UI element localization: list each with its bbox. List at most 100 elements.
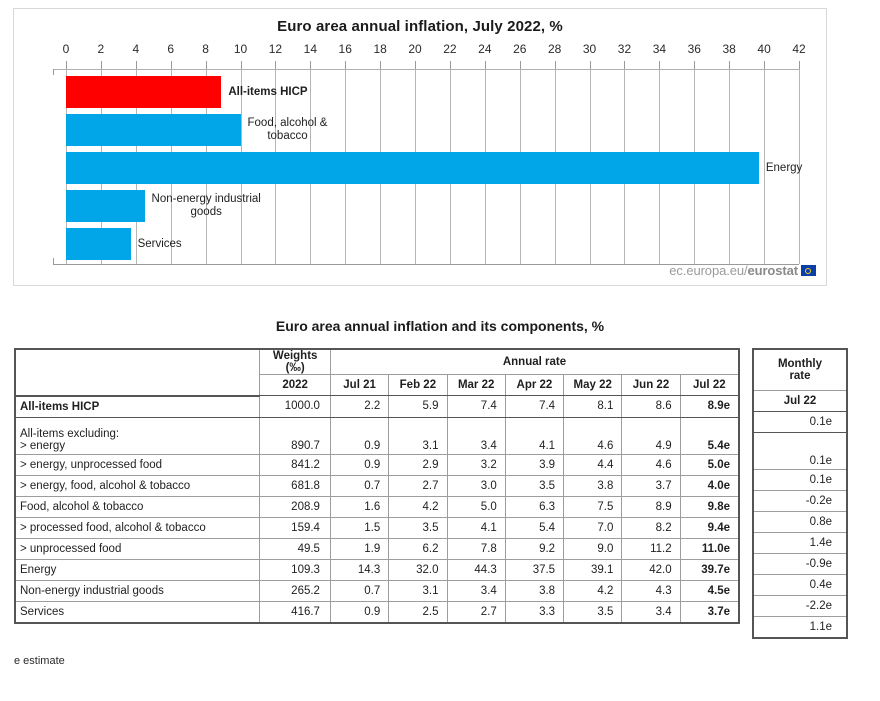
monthly-table-row: 0.4e [752, 574, 848, 596]
monthly-table-row: -0.2e [752, 490, 848, 512]
header-monthly-period: Jul 22 [752, 390, 848, 412]
table-row: > unprocessed food 49.5 1.9 6.2 7.8 9.2 9.0 11.… [14, 537, 740, 560]
axis-cap-bottom [53, 258, 54, 265]
chart-axis-bottom [53, 264, 799, 265]
chart-bar-label: Energy [765, 161, 803, 174]
row-label: Services [14, 600, 261, 623]
x-axis-tick-label: 40 [757, 42, 771, 56]
x-axis-tick-label: 18 [373, 42, 387, 56]
cell-monthly-rate: 1.1e [752, 616, 848, 639]
cell-annual-rate: 0.7 [329, 474, 390, 497]
cell-monthly-rate: -2.2e [752, 595, 848, 617]
cell-annual-rate: 4.1 [446, 516, 506, 539]
cell-annual-rate: 8.9 [621, 495, 681, 518]
cell-annual-rate: 3.4 [446, 416, 506, 455]
cell-annual-rate: 37.5 [504, 558, 565, 581]
x-axis-tick-mark [484, 61, 486, 70]
cell-annual-rate: 7.4 [504, 395, 565, 418]
monthly-header-row: Monthly rate [752, 348, 848, 391]
x-axis-tick-mark [310, 61, 312, 70]
cell-annual-rate: 4.6 [621, 453, 681, 476]
x-axis-tick-label: 8 [202, 42, 209, 56]
cell-annual-rate: 8.6 [621, 395, 681, 418]
cell-annual-rate: 5.0e [679, 453, 740, 476]
x-axis-tick-label: 2 [97, 42, 105, 56]
main-table-header: Weights (‰) Annual rate 2022 Jul 21 Feb … [14, 348, 740, 397]
cell-annual-rate: 4.9 [621, 416, 681, 455]
cell-annual-rate: 39.7e [679, 558, 740, 581]
table-row: > processed food, alcohol & tobacco 159.4… [14, 516, 740, 539]
x-axis-tick-label: 30 [582, 42, 597, 56]
cell-annual-rate: 9.0 [563, 537, 623, 560]
header-blank-cell [14, 348, 261, 397]
inflation-main-table: Weights (‰) Annual rate 2022 Jul 21 Feb … [14, 348, 740, 624]
row-label: Food, alcohol & tobacco [14, 495, 261, 518]
cell-monthly-rate: 0.4e [752, 574, 848, 596]
monthly-table-row: -2.2e [752, 595, 848, 617]
cell-monthly-rate: 0.1e [752, 469, 848, 491]
cell-monthly-rate: -0.9e [752, 553, 848, 575]
cell-annual-rate: 4.4 [563, 453, 623, 476]
monthly-rate-table: Monthly rate Jul 22 0.1e 0.1e 0.1e -0.2e 0.8… [752, 348, 848, 639]
header-annual-rate: Annual rate [329, 348, 740, 375]
cell-annual-rate: 3.3 [504, 600, 565, 623]
header-weights-year: 2022 [259, 374, 331, 396]
chart-bar [66, 76, 222, 108]
cell-annual-rate: 4.2 [563, 579, 623, 602]
x-axis-tick-label: 36 [687, 42, 701, 56]
cell-annual-rate: 4.0e [679, 474, 740, 497]
cell-annual-rate: 4.3 [621, 579, 681, 602]
cell-annual-rate: 2.7 [446, 600, 506, 623]
monthly-table-row: 0.8e [752, 511, 848, 533]
cell-annual-rate: 4.6 [563, 416, 623, 455]
x-axis-tick-label: 0 [62, 42, 70, 56]
table-row: > energy, unprocessed food 841.2 0.9 2.9 3.2… [14, 453, 740, 476]
cell-annual-rate: 6.2 [388, 537, 448, 560]
x-axis-tick-label: 26 [513, 42, 527, 56]
chart-bar [66, 228, 131, 260]
header-period-may22: May 22 [563, 374, 623, 396]
cell-annual-rate: 5.9 [388, 395, 448, 418]
cell-annual-rate: 3.4 [446, 579, 506, 602]
header-period-jul21: Jul 21 [329, 374, 390, 396]
x-axis-tick-mark [345, 61, 347, 70]
cell-annual-rate: 3.8 [504, 579, 565, 602]
cell-weight: 49.5 [259, 537, 331, 560]
x-axis-tick-label: 38 [722, 42, 736, 56]
cell-annual-rate: 44.3 [446, 558, 506, 581]
x-axis-tick-mark [519, 61, 521, 70]
header-period-apr22: Apr 22 [504, 374, 565, 396]
table-row: Services 416.7 0.9 2.5 2.7 3.3 3.5 3.4 3.7e [14, 600, 740, 623]
cell-annual-rate: 3.9 [504, 453, 565, 476]
logo-brand: eurostat [747, 263, 799, 278]
x-axis-tick-mark [275, 61, 277, 70]
header-weights-unit: (‰) [285, 362, 305, 374]
cell-annual-rate: 8.2 [621, 516, 681, 539]
x-axis-tick-label: 6 [167, 42, 175, 56]
cell-annual-rate: 5.0 [446, 495, 506, 518]
cell-weight: 1000.0 [259, 395, 331, 418]
x-axis-tick-mark [135, 61, 137, 70]
row-label-line1: All-items excluding: [20, 427, 120, 440]
cell-annual-rate: 3.5 [388, 516, 448, 539]
cell-annual-rate: 0.7 [329, 579, 390, 602]
cell-weight: 265.2 [259, 579, 331, 602]
cell-annual-rate: 1.5 [329, 516, 390, 539]
table-row: > energy, food, alcohol & tobacco 681.8 0.… [14, 474, 740, 497]
cell-annual-rate: 5.4e [679, 416, 740, 455]
x-axis-tick-label: 12 [268, 42, 283, 56]
chart-title: Euro area annual inflation, July 2022, % [277, 18, 563, 35]
cell-annual-rate: 11.2 [621, 537, 681, 560]
monthly-table-row: 1.4e [752, 532, 848, 554]
header-period-jun22: Jun 22 [621, 374, 681, 396]
x-axis-tick-mark [624, 61, 626, 70]
monthly-table-row: 0.1e [752, 411, 848, 433]
chart-panel: Euro area annual inflation, July 2022, %… [13, 8, 827, 286]
cell-annual-rate: 3.7 [621, 474, 681, 497]
eurostat-logo: ec.europa.eu/eurostat [669, 263, 816, 278]
main-table-body: All-items HICP 1000.0 2.2 5.9 7.4 7.4 8.1 8.6 8.… [14, 395, 740, 623]
cell-annual-rate: 4.1 [504, 416, 565, 455]
x-axis-tick-mark [729, 61, 731, 70]
cell-annual-rate: 0.9 [329, 453, 390, 476]
x-axis-tick-mark [554, 61, 556, 70]
